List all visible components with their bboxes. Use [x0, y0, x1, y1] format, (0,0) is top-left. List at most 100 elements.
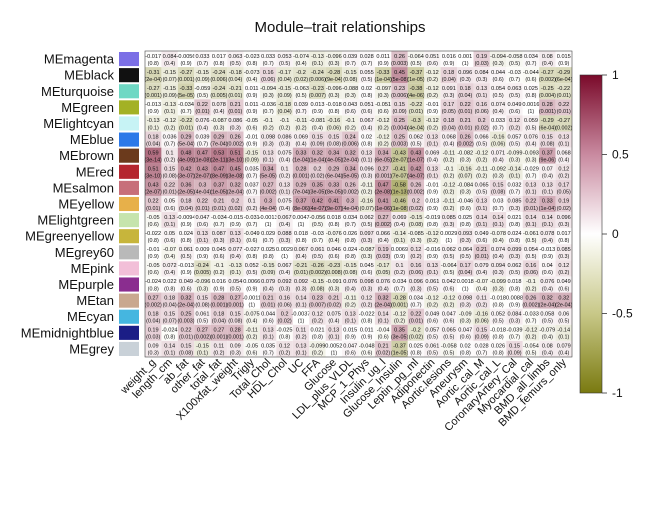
heatmap-cell	[342, 51, 359, 68]
cell-value-label: -0.023	[244, 54, 260, 60]
heatmap-cell	[342, 212, 359, 229]
cell-value-label: -0.13	[311, 54, 324, 60]
cell-p-value-label: (3e-10)	[227, 157, 245, 163]
cell-p-value-label: (0.7)	[509, 77, 520, 83]
cell-value-label: -0.049	[244, 231, 260, 237]
heatmap-cell	[489, 147, 507, 164]
cell-p-value-label: (0.4)	[164, 254, 175, 260]
heatmap-cell	[424, 324, 441, 341]
cell-p-value-label: (4e-04)	[259, 206, 277, 212]
cell-p-value-label: (0.4)	[558, 157, 569, 163]
cell-value-label: 0.088	[278, 231, 292, 237]
cell-value-label: 0.051	[360, 102, 374, 108]
heatmap-cell	[489, 163, 507, 180]
cell-value-label: 0.12	[361, 295, 372, 301]
cell-value-label: -0.33	[377, 70, 390, 76]
heatmap-cell	[227, 179, 244, 196]
cell-value-label: -0.23	[327, 263, 340, 269]
heatmap-cell	[457, 276, 474, 293]
cell-p-value-label: (0.2)	[443, 174, 454, 180]
cell-p-value-label: (0.8)	[558, 238, 569, 244]
heatmap-cell	[309, 163, 326, 180]
cell-value-label: -0.059	[195, 86, 211, 92]
heatmap-cell	[391, 83, 408, 100]
heatmap-cell	[391, 324, 408, 341]
heatmap-cell	[424, 67, 441, 84]
heatmap-cell	[243, 228, 260, 245]
cell-value-label: 0.039	[195, 134, 209, 140]
heatmap-cell	[374, 260, 392, 277]
heatmap-cell	[276, 340, 293, 357]
cell-value-label: -0.044	[523, 70, 539, 76]
heatmap-cell	[489, 260, 507, 277]
heatmap-cell	[227, 163, 244, 180]
row-color-swatch	[119, 245, 139, 260]
cell-p-value-label: (0.7)	[509, 335, 520, 341]
heatmap-cell	[194, 67, 211, 84]
cell-p-value-label: (0.5)	[427, 286, 438, 292]
cell-value-label: 0.11	[476, 295, 486, 301]
row-label: MEblue	[70, 132, 114, 147]
heatmap-cell	[194, 244, 211, 261]
cell-p-value-label: (0.1)	[263, 335, 274, 341]
color-scale-bar: -1-0.500.51	[579, 68, 633, 400]
row-color-swatch	[119, 52, 139, 67]
heatmap-cell	[259, 324, 277, 341]
heatmap-cell	[555, 292, 572, 309]
cell-p-value-label: (0.09)	[310, 141, 324, 147]
cell-value-label: -0.15	[262, 263, 275, 269]
cell-value-label: 0.085	[442, 215, 456, 221]
cell-p-value-label: (0.5)	[509, 141, 520, 147]
cell-p-value-label: (0.9)	[213, 286, 224, 292]
cell-p-value-label: (0.02)	[409, 206, 423, 212]
cell-value-label: -0.22	[180, 118, 193, 124]
cell-value-label: 0.21	[328, 295, 339, 301]
cell-p-value-label: (0.06)	[491, 141, 505, 147]
cell-p-value-label: (0.8)	[361, 141, 372, 147]
cell-value-label: 0.0066	[243, 279, 260, 285]
heatmap-cell	[309, 83, 326, 100]
heatmap-cell	[522, 99, 540, 116]
heatmap-cell	[424, 147, 441, 164]
cell-value-label: 0.13	[361, 150, 372, 156]
heatmap-cell	[243, 276, 260, 293]
heatmap-cell	[522, 244, 540, 261]
row-label: MEmagenta	[44, 52, 115, 67]
cell-p-value-label: (0.6)	[460, 335, 471, 341]
cell-value-label: -0.018	[490, 295, 506, 301]
cell-p-value-label: (0.1)	[427, 270, 438, 276]
cell-p-value-label: (0.3)	[476, 77, 487, 83]
cell-p-value-label: (0.5)	[410, 61, 421, 67]
cell-p-value-label: (0.9)	[509, 302, 520, 308]
heatmap-cell	[309, 340, 326, 357]
cell-value-label: 0.061	[195, 311, 209, 317]
cell-value-label: -0.24	[311, 70, 324, 76]
heatmap-cell	[506, 228, 523, 245]
heatmap-cell	[243, 179, 260, 196]
cell-p-value-label: (0.6)	[181, 286, 192, 292]
heatmap-cell	[473, 51, 490, 68]
cell-p-value-label: (0.5)	[246, 270, 257, 276]
cell-p-value-label: (0.08)	[409, 222, 423, 228]
cell-p-value-label: (0.02)	[376, 351, 390, 357]
cell-p-value-label: (0.3)	[279, 286, 290, 292]
cell-value-label: 0.044	[261, 311, 275, 317]
cell-value-label: -0.24	[213, 70, 226, 76]
cell-p-value-label: (0.04)	[278, 109, 292, 115]
cell-value-label: -0.01	[245, 134, 258, 140]
cell-p-value-label: (0.1)	[509, 174, 520, 180]
cell-value-label: 0.13	[345, 311, 356, 317]
cell-p-value-label: (0.9)	[246, 109, 257, 115]
cell-p-value-label: (0.1)	[197, 238, 208, 244]
cell-p-value-label: (0.1)	[148, 125, 159, 131]
cell-value-label: 0.14	[525, 215, 536, 221]
heatmap-cell	[161, 179, 178, 196]
cell-value-label: 0.08	[542, 54, 553, 60]
cell-p-value-label: (1)	[528, 109, 535, 115]
cell-value-label: 0.033	[491, 118, 505, 124]
cell-value-label: -0.09	[459, 311, 472, 317]
heatmap-cell	[539, 179, 556, 196]
heatmap-cell	[342, 276, 359, 293]
heatmap-cell	[210, 212, 228, 229]
cell-p-value-label: (0.3)	[361, 238, 372, 244]
